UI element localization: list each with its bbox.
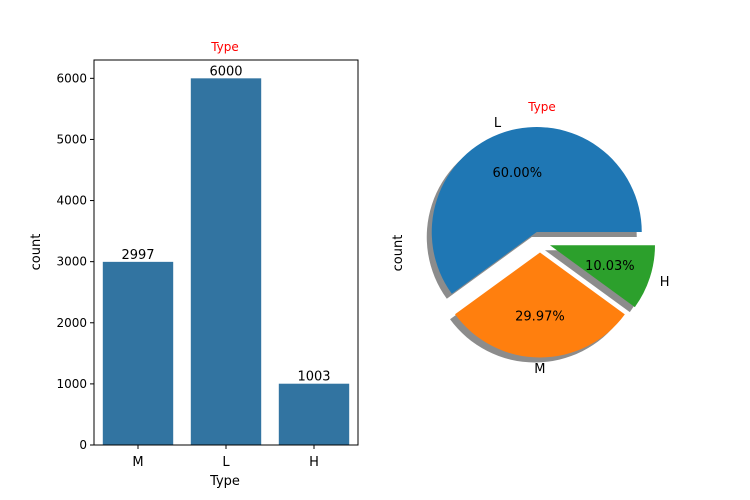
pie-chart-title: Type [527,100,556,114]
bar-chart-title: Type [210,40,239,54]
bar-data-label: 6000 [209,64,242,79]
pie-slice-L [431,127,642,294]
bar-H [278,383,350,445]
y-tick-label: 0 [79,438,87,452]
pie-category-label: L [494,116,502,131]
pie-chart: Type count L 60.00% M 29.97% H 10.03% [391,100,670,377]
pie-percent-label: 29.97% [515,309,565,324]
bar-axes-frame [93,59,359,446]
x-tick-label: L [222,455,230,470]
y-tick-label: 5000 [56,132,87,146]
pie-percent-label: 60.00% [492,166,542,181]
pie-category-label: M [534,362,545,377]
y-tick-label: 4000 [56,194,87,208]
bar-M [102,261,174,445]
bar-chart: Type 0 1000 2000 3000 4000 5000 6000 M L H 2997 6… [29,40,359,489]
bar-y-axis-label: count [29,234,44,271]
x-tick-label: M [132,455,143,470]
pie-category-label: H [660,275,670,290]
y-tick-label: 1000 [56,377,87,391]
pie-slice-M [455,252,625,358]
pie-percent-label: 10.03% [585,259,635,274]
pie-slice-H [549,245,655,308]
y-tick-label: 6000 [56,71,87,85]
bar-y-axis-ticks: 0 1000 2000 3000 4000 5000 6000 [56,71,94,452]
pie-slices [431,127,655,358]
bar-x-axis-label: Type [209,474,240,489]
bar-data-label: 2997 [121,248,154,263]
pie-y-axis-label: count [391,235,406,272]
bar-L [190,78,262,445]
bar-marks [102,78,350,445]
x-tick-label: H [309,455,319,470]
y-tick-label: 2000 [56,316,87,330]
bar-data-labels: 2997 6000 1003 [121,64,330,384]
y-tick-label: 3000 [56,255,87,269]
pie-labels: L 60.00% M 29.97% H 10.03% [492,116,669,377]
bar-data-label: 1003 [297,370,330,385]
